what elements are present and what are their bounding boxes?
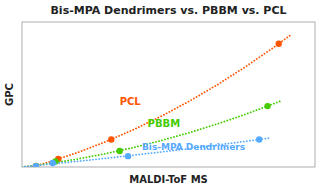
point: [33, 163, 39, 167]
series-label: Bis-MPA Dendrimers: [142, 142, 245, 152]
point: [264, 103, 270, 109]
title: Bis-MPA Dendrimers vs. PBBM vs. PCL: [50, 4, 286, 17]
point: [108, 136, 114, 142]
series-label: PCL: [120, 96, 142, 107]
point: [276, 41, 282, 47]
point: [116, 148, 122, 154]
fit-line: [22, 34, 292, 167]
chart: Bis-MPA Dendrimers vs. PBBM vs. PCL MALDI…: [0, 0, 321, 189]
point: [33, 163, 39, 167]
fit-line: [22, 101, 280, 167]
point: [33, 163, 39, 167]
point: [49, 160, 55, 166]
plot-frame: [22, 22, 315, 167]
x-axis-label: MALDI-ToF MS: [129, 174, 208, 185]
fit-line: [22, 138, 271, 167]
point: [125, 153, 131, 159]
series-label: PBBM: [148, 118, 181, 129]
y-axis-label: GPC: [4, 83, 15, 106]
point: [256, 136, 262, 142]
plot-area: [22, 34, 292, 167]
